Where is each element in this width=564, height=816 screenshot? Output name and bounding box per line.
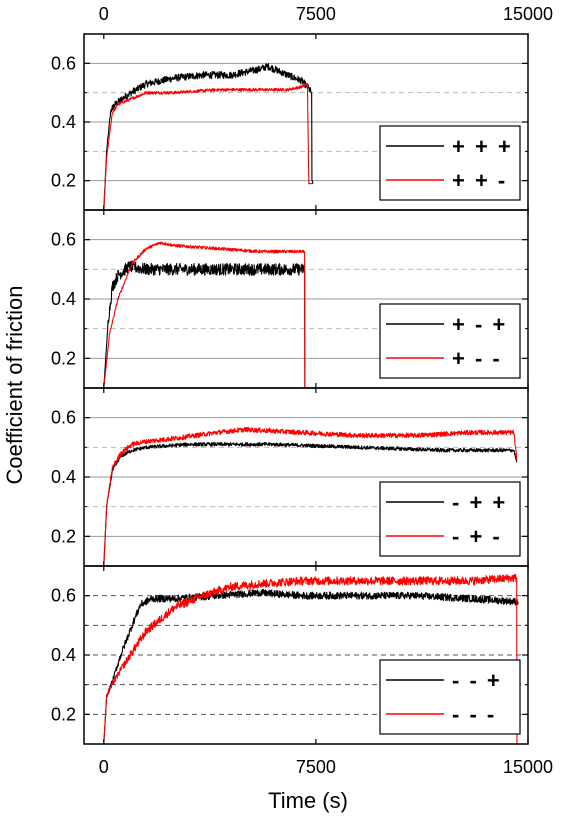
legend-3: - + + - + - xyxy=(379,481,521,557)
series-group xyxy=(103,62,314,210)
y-tick-label: 0.4 xyxy=(51,467,76,487)
y-tick-label: 0.4 xyxy=(51,112,76,132)
series-group xyxy=(103,426,518,566)
top-x-tick-label: 7500 xyxy=(296,4,336,24)
legend-box xyxy=(379,303,521,379)
y-tick-label: 0.4 xyxy=(51,645,76,665)
series-group xyxy=(103,241,306,388)
y-tick-label: 0.6 xyxy=(51,408,76,428)
legend-box xyxy=(379,481,521,557)
legend-1: + + + + + - xyxy=(379,125,521,201)
series-group xyxy=(103,573,519,744)
series-line-4-1 xyxy=(103,588,519,744)
x-axis-title: Time (s) xyxy=(268,788,348,813)
series-line-2-2 xyxy=(103,241,306,388)
legend-4: - - + - - - xyxy=(379,659,521,735)
series-line-2-1 xyxy=(103,260,306,388)
legend-label: + - - xyxy=(452,346,502,371)
y-tick-label: 0.4 xyxy=(51,289,76,309)
series-line-1-1 xyxy=(103,62,314,210)
legend-label: + + - xyxy=(452,168,507,193)
panel-4: 0.2 0.4 0.6 - - + - - - xyxy=(51,565,529,745)
y-tick-label: 0.6 xyxy=(51,586,76,606)
y-tick-label: 0.2 xyxy=(51,704,76,724)
legend-box xyxy=(379,125,521,201)
y-tick-label: 0.6 xyxy=(51,53,76,73)
legend-label: - + + xyxy=(452,490,507,515)
chart-panels: 0.20.40.6+ + ++ + -0.20.40.6+ - ++ - -0.… xyxy=(51,33,529,745)
legend-label: - - - xyxy=(452,702,496,727)
x-tick-label: 7500 xyxy=(296,757,336,777)
x-tick-label: 15000 xyxy=(503,757,553,777)
bottom-x-axis: 0 7500 15000 xyxy=(99,757,553,777)
legend-label: - + - xyxy=(452,524,502,549)
series-line-3-2 xyxy=(103,426,518,566)
panel-3: 0.2 0.4 0.6 - + + - + - xyxy=(51,387,529,567)
x-tick-label: 0 xyxy=(99,757,109,777)
legend-2: + - + + - - xyxy=(379,303,521,379)
legend-box xyxy=(379,659,521,735)
y-tick-label: 0.2 xyxy=(51,526,76,546)
panel-2: 0.2 0.4 0.6 + - + + - - xyxy=(51,209,529,389)
series-line-3-1 xyxy=(103,442,518,566)
y-tick-label: 0.6 xyxy=(51,230,76,250)
y-tick-label: 0.2 xyxy=(51,171,76,191)
legend-label: - - + xyxy=(452,668,502,693)
series-line-4-2 xyxy=(103,573,518,744)
panel-1: 0.2 0.4 0.6 + + + + + - xyxy=(51,33,529,211)
legend-label: + - + xyxy=(452,312,507,337)
y-axis-title: Coefficient of friction xyxy=(2,286,27,485)
top-x-tick-label: 15000 xyxy=(503,4,553,24)
top-x-tick-label: 0 xyxy=(99,4,109,24)
y-tick-label: 0.2 xyxy=(51,348,76,368)
series-line-1-2 xyxy=(103,83,314,210)
legend-label: + + + xyxy=(452,134,513,159)
top-x-axis: 0 7500 15000 xyxy=(99,4,553,24)
